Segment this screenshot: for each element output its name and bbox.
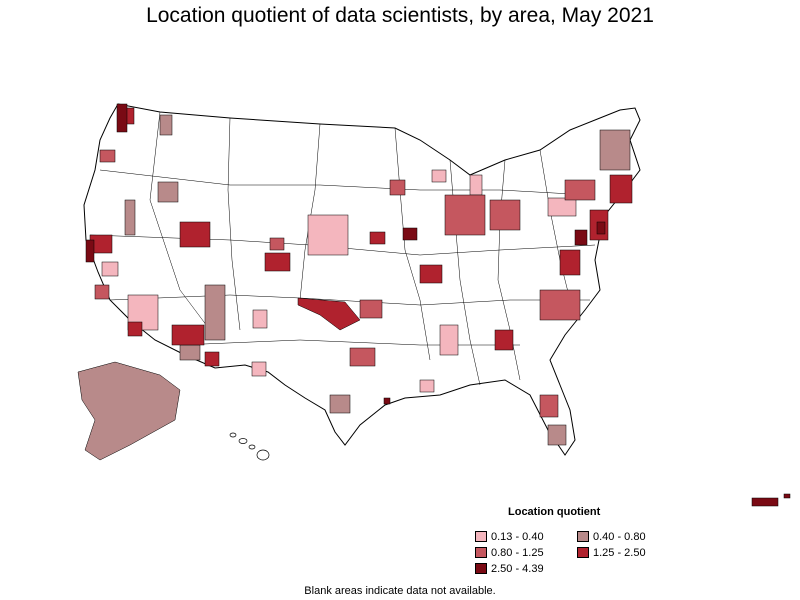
legend-label: 1.25 - 2.50: [593, 546, 646, 559]
legend-label: 0.80 - 1.25: [491, 546, 544, 559]
legend-swatch: [577, 547, 589, 558]
areas-lq-0-13-0-40: [101, 169, 577, 393]
puerto-rico: [751, 493, 791, 507]
footnote: Blank areas indicate data not available.: [304, 585, 496, 597]
legend-title: Location quotient: [508, 506, 601, 518]
areas-lq-0-40-0-80: [77, 114, 631, 461]
legend-label: 0.13 - 0.40: [491, 530, 544, 543]
legend-item: 0.80 - 1.25: [475, 546, 544, 559]
areas-lq-0-80-1-25: [94, 149, 596, 418]
legend-label: 0.40 - 0.80: [593, 530, 646, 543]
legend-item: 2.50 - 4.39: [475, 562, 544, 575]
hawaii-islands: [229, 432, 270, 461]
legend-swatch: [475, 547, 487, 558]
legend-label: 2.50 - 4.39: [491, 562, 544, 575]
contiguous-us-outline: [83, 103, 641, 456]
map-title: Location quotient of data scientists, by…: [146, 4, 654, 27]
legend-swatch: [475, 531, 487, 542]
legend-swatch: [475, 563, 487, 574]
areas-lq-2-50-4-39: [85, 103, 606, 405]
legend-item: 0.13 - 0.40: [475, 530, 544, 543]
legend-item: 0.40 - 0.80: [577, 530, 646, 543]
legend-item: 1.25 - 2.50: [577, 546, 646, 559]
legend-swatch: [577, 531, 589, 542]
